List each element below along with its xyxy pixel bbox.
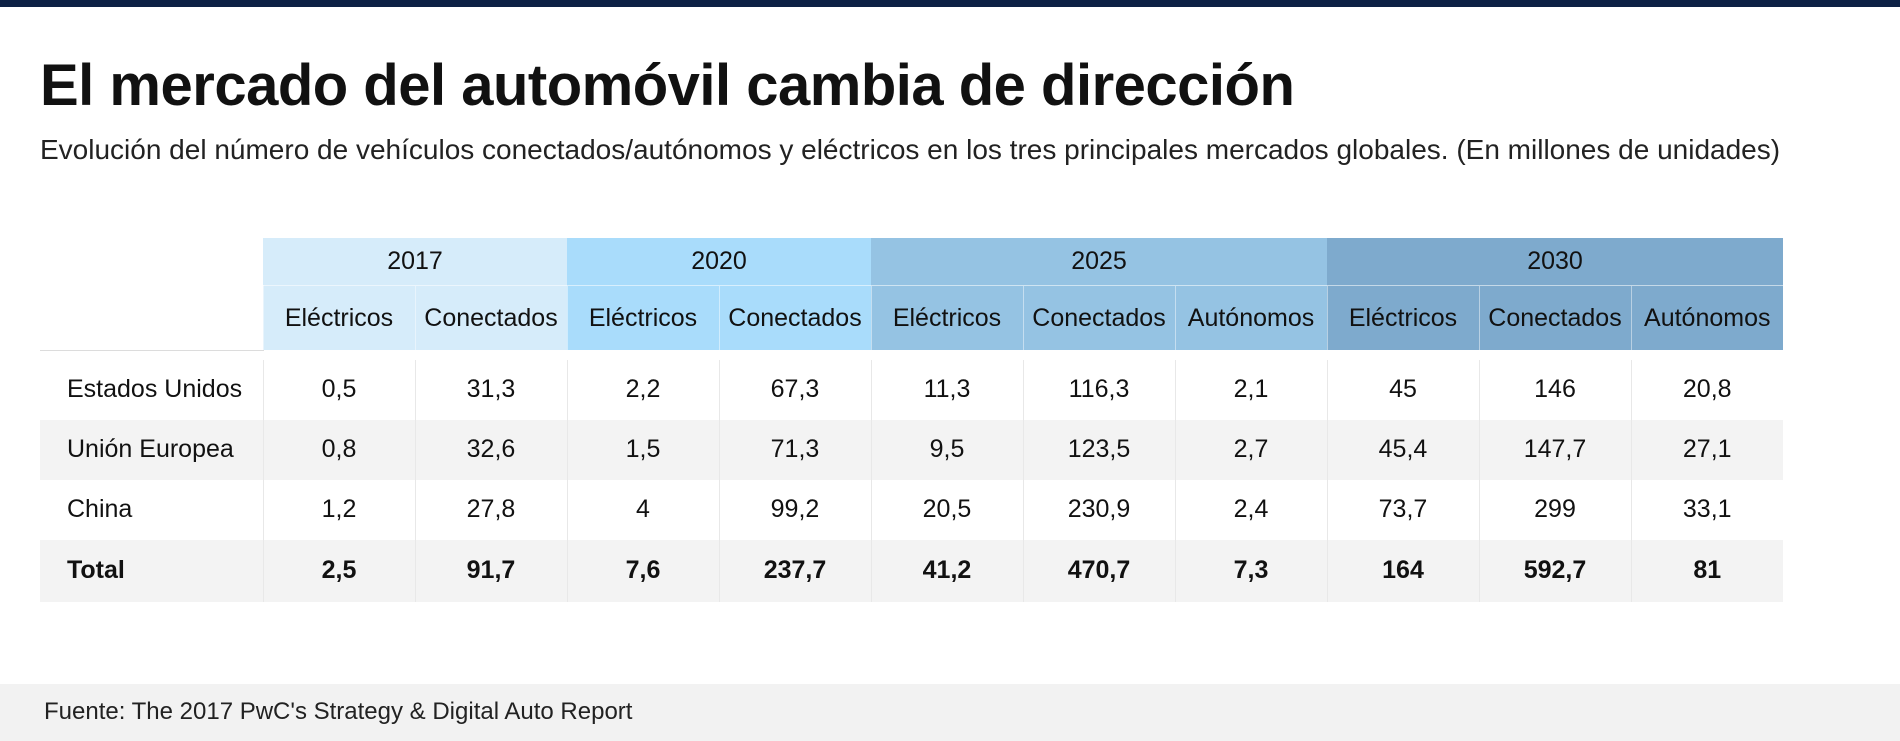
- data-cell: 81: [1630, 539, 1783, 602]
- data-cell: 164: [1326, 539, 1479, 602]
- data-cell: 0,8: [262, 419, 415, 480]
- data-cell: 2,7: [1174, 419, 1327, 480]
- column-header: Conectados: [718, 285, 871, 350]
- table-row-total: Total 2,5 91,7 7,6 237,7 41,2 470,7 7,3 …: [40, 539, 1783, 602]
- column-header: Autónomos: [1630, 285, 1783, 350]
- year-header-row: 2017 2020 2025 2030: [40, 238, 1783, 286]
- data-cell: 592,7: [1478, 539, 1631, 602]
- data-cell: 116,3: [1022, 359, 1175, 420]
- row-label: Unión Europea: [40, 419, 263, 480]
- data-cell: 147,7: [1478, 419, 1631, 480]
- data-cell: 470,7: [1022, 539, 1175, 602]
- data-cell: 237,7: [718, 539, 871, 602]
- chart-subtitle: Evolución del número de vehículos conect…: [40, 134, 1781, 165]
- column-header: Conectados: [1478, 285, 1631, 350]
- row-label: Estados Unidos: [67, 375, 243, 403]
- year-header-2030: 2030: [1327, 238, 1783, 286]
- data-cell: 2,1: [1174, 359, 1327, 420]
- data-table: 2017 2020 2025 2030 Eléctricos Conectado…: [40, 238, 1783, 602]
- column-header: Conectados: [1022, 285, 1175, 350]
- data-cell: 45: [1326, 359, 1479, 420]
- data-cell: 91,7: [414, 539, 567, 602]
- data-cell: 99,2: [718, 479, 871, 540]
- table-corner: [40, 238, 263, 286]
- data-cell: 45,4: [1326, 419, 1479, 480]
- column-header: Eléctricos: [566, 285, 719, 350]
- column-header: Autónomos: [1174, 285, 1327, 350]
- data-cell: 1,5: [566, 419, 719, 480]
- data-cell: 0,5: [262, 359, 415, 420]
- table-row-china: China 1,2 27,8 4 99,2 20,5 230,9 2,4 73,…: [40, 479, 1783, 540]
- table-corner-sub: [40, 285, 263, 351]
- row-label: Total: [40, 539, 263, 602]
- data-cell: 11,3: [870, 359, 1023, 420]
- column-header: Conectados: [414, 285, 567, 350]
- year-header-2025: 2025: [871, 238, 1327, 286]
- column-header: Eléctricos: [870, 285, 1023, 350]
- data-cell: 1,2: [262, 479, 415, 540]
- data-cell: 67,3: [718, 359, 871, 420]
- year-header-2017: 2017: [263, 238, 567, 286]
- data-cell: 33,1: [1630, 479, 1783, 540]
- data-cell: 20,5: [870, 479, 1023, 540]
- column-header: Eléctricos: [262, 285, 415, 350]
- data-cell: 123,5: [1022, 419, 1175, 480]
- source-note: Fuente: The 2017 PwC's Strategy & Digita…: [44, 698, 633, 725]
- data-cell: 31,3: [414, 359, 567, 420]
- column-header: Eléctricos: [1326, 285, 1479, 350]
- data-cell: 71,3: [718, 419, 871, 480]
- data-cell: 27,1: [1630, 419, 1783, 480]
- data-cell: 4: [566, 479, 719, 540]
- data-cell: 2,2: [566, 359, 719, 420]
- data-cell: 2,4: [1174, 479, 1327, 540]
- data-cell: 299: [1478, 479, 1631, 540]
- data-cell: 146: [1478, 359, 1631, 420]
- row-label: China: [67, 495, 133, 523]
- table-row-union-europea: Unión Europea 0,8 32,6 1,5 71,3 9,5 123,…: [40, 419, 1783, 480]
- data-cell: 32,6: [414, 419, 567, 480]
- year-header-2020: 2020: [567, 238, 871, 286]
- data-cell: 2,5: [262, 539, 415, 602]
- data-cell: 9,5: [870, 419, 1023, 480]
- chart-title: El mercado del automóvil cambia de direc…: [40, 53, 1295, 118]
- data-cell: 27,8: [414, 479, 567, 540]
- source-footer: Fuente: The 2017 PwC's Strategy & Digita…: [0, 684, 1900, 741]
- data-cell: 230,9: [1022, 479, 1175, 540]
- category-header-row: Eléctricos Conectados Eléctricos Conecta…: [40, 285, 1783, 351]
- top-accent-bar: [0, 0, 1900, 7]
- table-row-estados-unidos: Estados Unidos 0,5 31,3 2,2 67,3 11,3 11…: [40, 359, 1783, 420]
- data-cell: 20,8: [1630, 359, 1783, 420]
- data-cell: 7,3: [1174, 539, 1327, 602]
- data-cell: 7,6: [566, 539, 719, 602]
- data-cell: 41,2: [870, 539, 1023, 602]
- data-cell: 73,7: [1326, 479, 1479, 540]
